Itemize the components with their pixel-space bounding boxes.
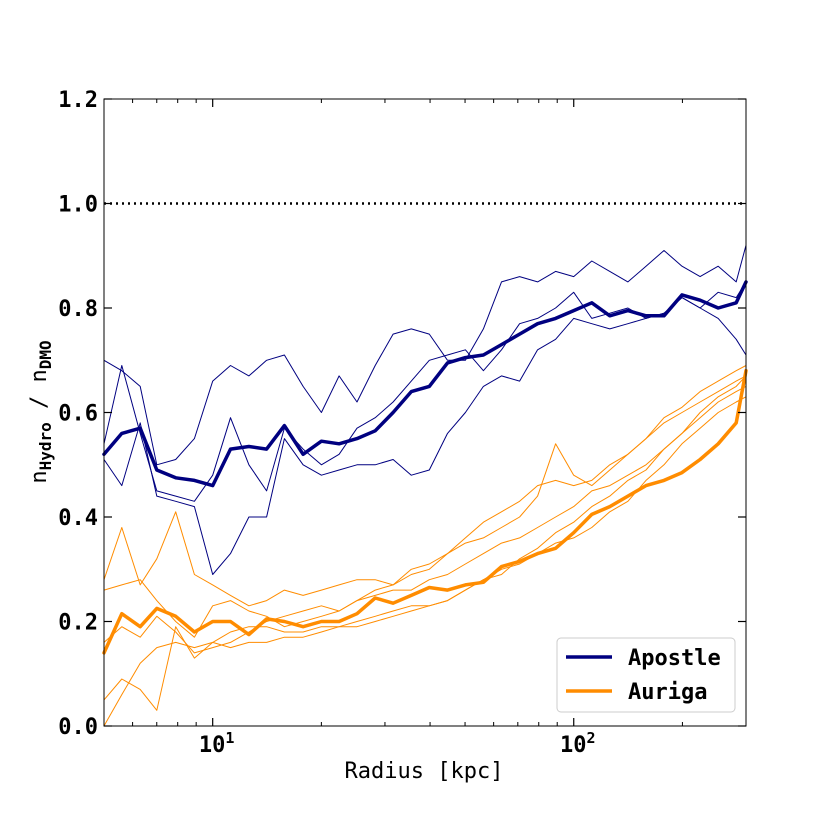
x-axis-label: Radius [kpc] [345, 759, 504, 784]
series-line-3 [103, 281, 747, 575]
y-tick-label: 0.6 [58, 402, 98, 427]
series-line-2 [103, 291, 747, 502]
y-tick-label: 1.2 [58, 88, 98, 113]
series-line-6 [103, 375, 747, 638]
x-tick-label: 102 [560, 729, 596, 758]
series-line-4 [102, 368, 748, 655]
y-axis-label: nHydro / nDMO [27, 340, 55, 483]
x-tick-label: 101 [199, 729, 235, 758]
ticks: 0.0 0.2 0.4 0.6 0.8 1.0 1.2 101 102 [58, 88, 747, 758]
series-line-7 [103, 385, 747, 654]
legend-label-apostle: Apostle [628, 646, 721, 671]
plot-frame [103, 98, 747, 727]
series-line-1 [103, 244, 747, 466]
y-tick-label: 1.0 [58, 193, 98, 218]
legend-label-auriga: Auriga [628, 680, 707, 705]
series-line-9 [103, 375, 747, 727]
y-tick-label: 0.0 [58, 715, 98, 740]
plot-area [102, 98, 748, 727]
series-line-0 [102, 280, 748, 488]
y-tick-label: 0.2 [58, 611, 98, 636]
y-tick-label: 0.8 [58, 297, 98, 322]
y-tick-label: 0.4 [58, 506, 98, 531]
legend: Apostle Auriga [556, 637, 736, 713]
